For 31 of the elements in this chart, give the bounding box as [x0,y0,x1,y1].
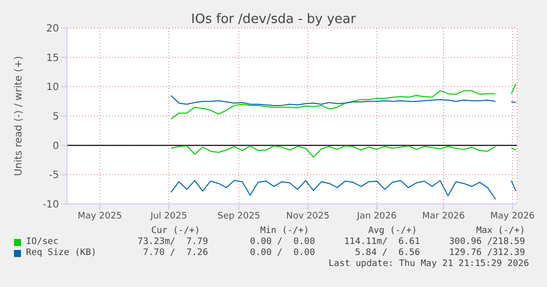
x-tick-label: Sep 2025 [217,211,260,222]
y-axis-title: Units read (-) / write (+) [14,56,25,176]
x-tick-label: Nov 2025 [286,211,330,222]
text: 73.23m/ 7.79 [138,237,208,248]
legend-label: IO/sec [26,237,59,248]
text: Cur (-/+) [151,226,200,237]
text: 114.11m/ 6.61 [344,237,420,248]
chart-title: IOs for /dev/sda - by year [191,12,356,27]
text: Last update: Thu May 21 21:15:29 2026 [328,259,530,270]
y-tick-label: 10 [46,82,59,94]
text: 300.96 /218.59 [449,237,525,248]
text: Max (-/+) [476,226,525,237]
text: 0.00 / 0.00 [250,248,315,259]
x-tick-label: May 2026 [490,211,535,222]
y-tick-label: 20 [46,24,59,35]
y-tick-label: 15 [46,52,59,64]
y-tick-label: -5 [49,170,59,182]
y-tick-label: -10 [42,200,59,211]
legend-label: Req Size (KB) [26,248,96,259]
x-tick-label: Mar 2026 [422,211,466,222]
text: Avg (-/+) [368,226,417,237]
x-tick-label: Jan 2026 [356,211,397,222]
y-tick-label: 0 [52,140,59,152]
x-tick-label: Jul 2025 [149,211,188,222]
text: Min (-/+) [260,226,309,237]
text: 7.70 / 7.26 [142,248,208,259]
y-tick-label: 5 [52,112,59,123]
text: 129.76 /312.39 [449,248,525,259]
text: 0.00 / 0.00 [250,237,315,248]
x-tick-label: May 2025 [78,211,122,222]
text: 5.84 / 6.56 [354,248,420,259]
